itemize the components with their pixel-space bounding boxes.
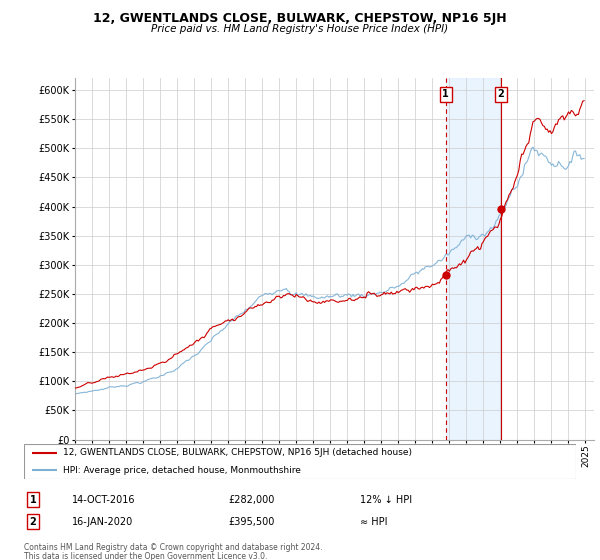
Text: 1: 1 (442, 89, 449, 99)
Text: 12, GWENTLANDS CLOSE, BULWARK, CHEPSTOW, NP16 5JH: 12, GWENTLANDS CLOSE, BULWARK, CHEPSTOW,… (93, 12, 507, 25)
Text: £282,000: £282,000 (228, 494, 274, 505)
Bar (446, 78, 501, 440)
Text: This data is licensed under the Open Government Licence v3.0.: This data is licensed under the Open Gov… (24, 552, 268, 560)
Text: Contains HM Land Registry data © Crown copyright and database right 2024.: Contains HM Land Registry data © Crown c… (24, 543, 323, 552)
Text: HPI: Average price, detached house, Monmouthshire: HPI: Average price, detached house, Monm… (62, 465, 301, 475)
Text: 2: 2 (498, 89, 505, 99)
Text: 16-JAN-2020: 16-JAN-2020 (72, 517, 133, 527)
Text: £395,500: £395,500 (228, 517, 274, 527)
Text: 1: 1 (29, 494, 37, 505)
Text: 12% ↓ HPI: 12% ↓ HPI (360, 494, 412, 505)
Text: Price paid vs. HM Land Registry's House Price Index (HPI): Price paid vs. HM Land Registry's House … (151, 24, 449, 34)
Text: 12, GWENTLANDS CLOSE, BULWARK, CHEPSTOW, NP16 5JH (detached house): 12, GWENTLANDS CLOSE, BULWARK, CHEPSTOW,… (62, 448, 412, 458)
Text: 14-OCT-2016: 14-OCT-2016 (72, 494, 136, 505)
Text: 2: 2 (29, 517, 37, 527)
Text: ≈ HPI: ≈ HPI (360, 517, 388, 527)
